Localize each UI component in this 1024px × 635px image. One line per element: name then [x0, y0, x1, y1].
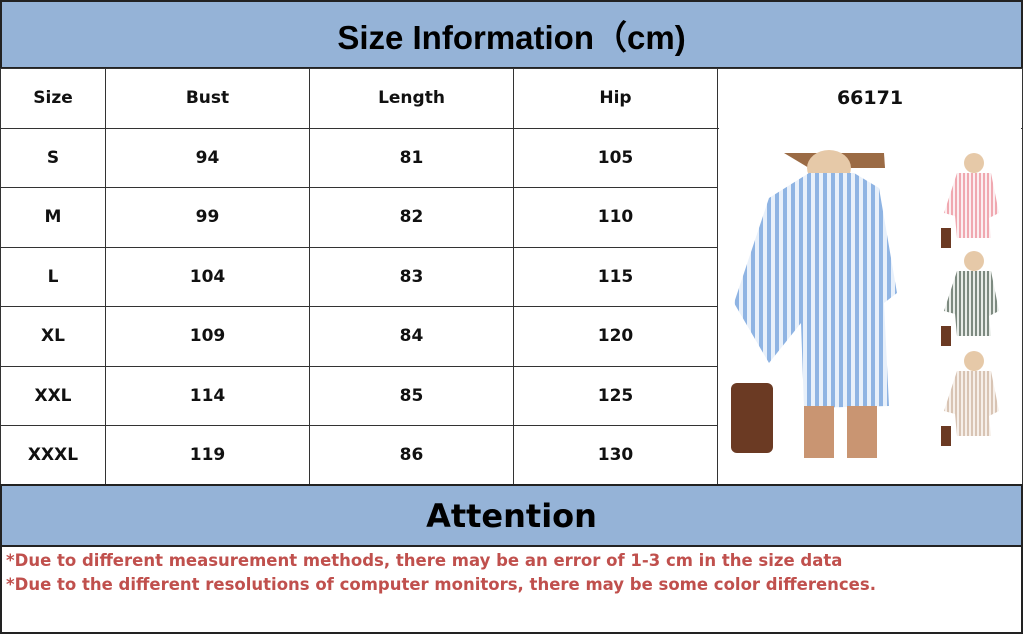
attention-heading: Attention [0, 484, 1023, 547]
variant-beige [941, 351, 999, 446]
cell: 130 [513, 425, 718, 486]
note-measurement: *Due to different measurement methods, t… [6, 551, 843, 570]
product-code: 66171 [717, 68, 1023, 129]
cell: 125 [513, 365, 718, 426]
header-size: Size [0, 68, 106, 129]
variant-grey [941, 251, 999, 346]
cell: L [0, 246, 106, 307]
cell: M [0, 187, 106, 248]
cell: 105 [513, 127, 718, 188]
cell: 94 [105, 127, 310, 188]
table-row: XXXL 119 86 130 [0, 425, 1023, 486]
variant-pink [941, 153, 999, 248]
cell: XXXL [0, 425, 106, 486]
cell: 110 [513, 187, 718, 248]
table-row: XL 109 84 120 [0, 306, 1023, 367]
table-row: M 99 82 110 [0, 187, 1023, 248]
product-photo [719, 128, 1021, 482]
table-row: XXL 114 85 125 [0, 365, 1023, 426]
cell: S [0, 127, 106, 188]
cell: 84 [309, 306, 514, 367]
header-length: Length [309, 68, 514, 129]
cell: 120 [513, 306, 718, 367]
cell: 85 [309, 365, 514, 426]
page-title: Size Information（cm) [0, 0, 1023, 69]
cell: 104 [105, 246, 310, 307]
cell: 114 [105, 365, 310, 426]
cell: 115 [513, 246, 718, 307]
table-header-row: Size Bust Length Hip 66171 [0, 68, 1023, 129]
header-bust: Bust [105, 68, 310, 129]
cell: XL [0, 306, 106, 367]
cell: 83 [309, 246, 514, 307]
product-illustration [731, 150, 999, 458]
cell: XXL [0, 365, 106, 426]
cell: 82 [309, 187, 514, 248]
main-model [731, 150, 897, 458]
table-row: L 104 83 115 [0, 246, 1023, 307]
attention-notes: *Due to different measurement methods, t… [0, 546, 1023, 634]
cell: 119 [105, 425, 310, 486]
header-hip: Hip [513, 68, 718, 129]
cell: 99 [105, 187, 310, 248]
note-color: *Due to the different resolutions of com… [6, 575, 876, 594]
cell: 81 [309, 127, 514, 188]
cell: 109 [105, 306, 310, 367]
cell: 86 [309, 425, 514, 486]
